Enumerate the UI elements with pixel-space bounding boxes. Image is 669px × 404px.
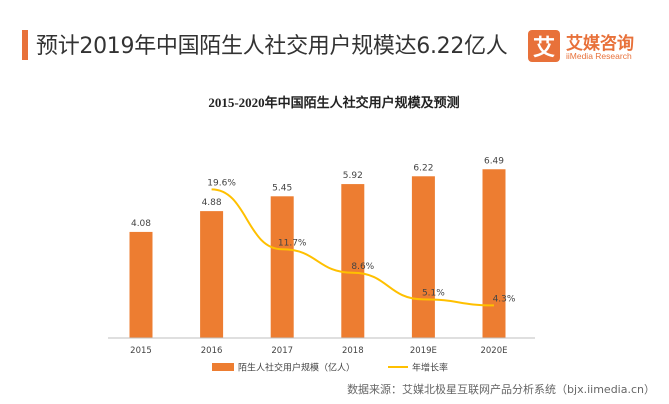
bar-value-label-2017: 5.45 [272,183,292,193]
line-value-label-2020E: 4.3% [493,294,516,304]
bar-2016 [200,211,224,338]
line-layer [211,188,495,307]
labels-layer: 4.08 4.88 5.45 5.92 6.22 6.49 19.6% 11.7% 8.6% 5.… [131,156,516,304]
x-tick-labels: 2015 2016 2017 2018 2019E 2020E [130,346,507,356]
bar-2019E [411,176,435,338]
bar-value-label-2015: 4.08 [131,219,151,229]
logo-mark: 艾 [528,30,560,62]
bar-2015 [129,231,153,338]
line-value-label-2018: 8.6% [351,262,374,272]
legend: 陌生人社交用户规模（亿人） 年增长率 [212,362,448,374]
legend-label-bar: 陌生人社交用户规模（亿人） [238,362,355,374]
bars-layer [129,169,506,338]
title-accent-bar [22,30,28,60]
chart-title: 2015-2020年中国陌生人社交用户规模及预测 [208,95,459,110]
legend-label-line: 年增长率 [412,362,448,374]
logo-name-cn: 艾媒咨询 [566,34,634,54]
logo-name-en: iiMedia Research [566,51,632,61]
line-value-label-2019E: 5.1% [422,288,445,298]
bar-2017 [270,196,294,338]
page-title: 预计2019年中国陌生人社交用户规模达6.22亿人 [36,34,508,59]
iimedia-logo: 艾 艾媒咨询 iiMedia Research [528,30,658,64]
legend-swatch-bar [212,363,234,371]
x-tick-2020E: 2020E [480,346,507,356]
bar-value-label-2018: 5.92 [343,171,363,181]
x-tick-2016: 2016 [201,346,223,356]
bar-2020E [482,169,506,338]
bar-value-label-2020E: 6.49 [484,156,504,166]
growth-rate-line [211,188,495,307]
line-value-label-2016: 19.6% [207,178,236,188]
bar-2018 [341,184,365,338]
x-tick-2018: 2018 [342,346,364,356]
x-tick-2015: 2015 [130,346,152,356]
bar-value-label-2019E: 6.22 [413,163,433,173]
x-tick-2019E: 2019E [410,346,437,356]
bar-value-label-2016: 4.88 [202,198,222,208]
line-value-label-2017: 11.7% [278,238,307,248]
source-note: 数据来源：艾媒北极星互联网产品分析系统（bjx.iimedia.cn） [347,383,655,396]
x-tick-2017: 2017 [271,346,293,356]
